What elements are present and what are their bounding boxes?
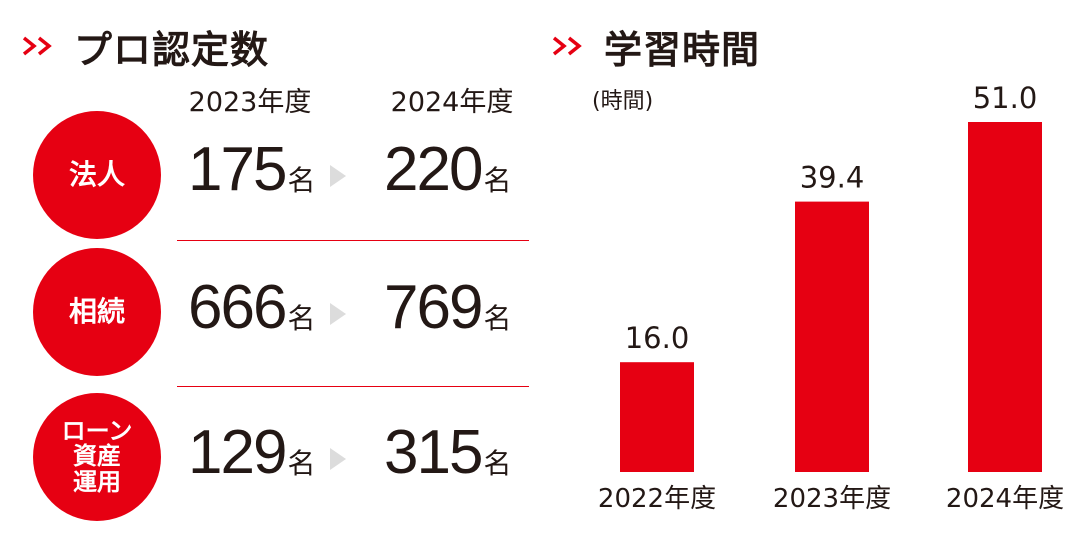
- y-unit-label: (時間): [592, 89, 653, 114]
- x-tick-label: 2022年度: [598, 484, 716, 514]
- arrow-right-icon: [330, 165, 346, 187]
- count-to: 769 名: [384, 272, 511, 343]
- category-label: 法人: [68, 158, 125, 192]
- category-label: 相続: [68, 295, 125, 329]
- count-from: 666 名: [188, 272, 315, 343]
- x-tick-label: 2024年度: [946, 484, 1064, 514]
- count-from-value: 129: [188, 418, 287, 487]
- bar-value-label: 16.0: [625, 321, 690, 355]
- bar-2023年度: [795, 201, 869, 472]
- arrow-right-icon: [330, 303, 346, 325]
- count-from-value: 666: [188, 273, 287, 342]
- arrow-right-icon: [330, 448, 346, 470]
- count-to: 220 名: [384, 134, 511, 205]
- count-to-value: 220: [384, 135, 483, 204]
- category-label-line-1: ローン: [61, 417, 133, 446]
- category-label-line-2: 資産: [73, 442, 121, 471]
- x-tick-label: 2023年度: [773, 484, 891, 514]
- double-chevron-icon: [22, 35, 56, 57]
- year-header-2023: 2023年度: [188, 87, 312, 118]
- category-label-line-3: 運用: [73, 467, 121, 496]
- count-to: 315 名: [384, 417, 511, 488]
- category-badge-corporate: 法人: [33, 111, 161, 239]
- bar-2024年度: [968, 122, 1042, 472]
- category-badge-loan-asset: ローン 資産 運用: [33, 393, 161, 521]
- year-header-2024: 2024年度: [390, 87, 514, 118]
- bar-2022年度: [620, 362, 694, 472]
- count-unit: 名: [483, 302, 512, 335]
- count-from-value: 175: [188, 135, 287, 204]
- count-to-value: 769: [384, 273, 483, 342]
- bar-value-label: 51.0: [973, 81, 1038, 115]
- count-from: 175 名: [188, 134, 315, 205]
- count-unit: 名: [287, 447, 316, 480]
- row-corporate: 法人 175 名 220 名: [0, 108, 540, 248]
- count-to-value: 315: [384, 418, 483, 487]
- double-chevron-icon: [552, 35, 586, 57]
- certified-pros-title: プロ認定数: [22, 20, 269, 72]
- study-hours-title-text: 学習時間: [604, 27, 761, 72]
- study-hours-bar-chart: (時間) 16.0 2022年度 39.4 2023年度 51.0 2024年度: [592, 81, 1064, 514]
- row-inheritance: 相続 666 名 769 名: [0, 248, 540, 388]
- count-unit: 名: [287, 164, 316, 197]
- bar-value-label: 39.4: [800, 161, 865, 195]
- count-unit: 名: [287, 302, 316, 335]
- count-unit: 名: [483, 164, 512, 197]
- certified-pros-title-text: プロ認定数: [74, 27, 270, 72]
- row-loan-asset: ローン 資産 運用 129 名 315 名: [0, 393, 540, 533]
- study-hours-title: 学習時間: [552, 20, 760, 72]
- count-unit: 名: [483, 447, 512, 480]
- row-divider: [177, 240, 529, 241]
- category-badge-inheritance: 相続: [33, 248, 161, 376]
- row-divider: [177, 386, 529, 387]
- count-from: 129 名: [188, 417, 315, 488]
